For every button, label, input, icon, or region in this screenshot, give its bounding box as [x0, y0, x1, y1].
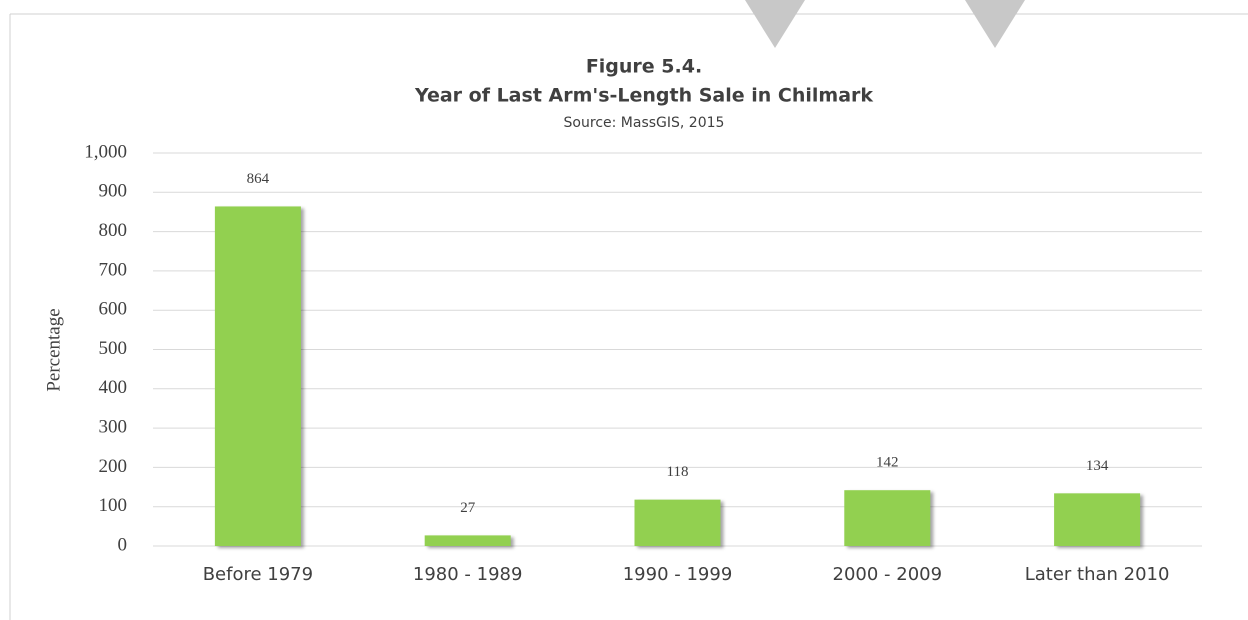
bar: [1054, 493, 1141, 546]
bar: [424, 535, 511, 546]
y-tick-label: 500: [99, 338, 128, 359]
y-tick-label: 900: [99, 181, 128, 202]
bar: [844, 490, 931, 546]
chart-source: Source: MassGIS, 2015: [564, 115, 725, 131]
data-label: 864: [247, 171, 270, 187]
y-tick-label: 200: [99, 456, 128, 477]
data-label: 134: [1086, 458, 1109, 474]
bar: [214, 206, 301, 546]
chart-subtitle: Year of Last Arm's-Length Sale in Chilma…: [414, 85, 873, 107]
y-axis-label: Percentage: [43, 308, 64, 391]
data-label: 27: [460, 500, 476, 516]
y-tick-label: 800: [99, 220, 128, 241]
decoration: [965, 0, 1025, 48]
data-label: 142: [876, 455, 899, 471]
x-tick-label: Later than 2010: [1025, 564, 1170, 585]
decoration: [745, 0, 805, 48]
y-tick-label: 400: [99, 377, 128, 398]
y-tick-label: 600: [99, 299, 128, 320]
bar: [634, 499, 721, 546]
x-tick-label: 1980 - 1989: [413, 564, 523, 585]
y-tick-label: 1,000: [84, 141, 127, 162]
chart-title: Figure 5.4.: [586, 56, 702, 78]
y-tick-label: 700: [99, 259, 128, 280]
y-tick-label: 0: [118, 534, 128, 555]
y-tick-label: 300: [99, 416, 128, 437]
x-tick-label: 1990 - 1999: [623, 564, 733, 585]
x-tick-label: Before 1979: [203, 564, 313, 585]
data-label: 118: [667, 464, 689, 480]
y-tick-label: 100: [99, 495, 128, 516]
x-tick-label: 2000 - 2009: [833, 564, 943, 585]
